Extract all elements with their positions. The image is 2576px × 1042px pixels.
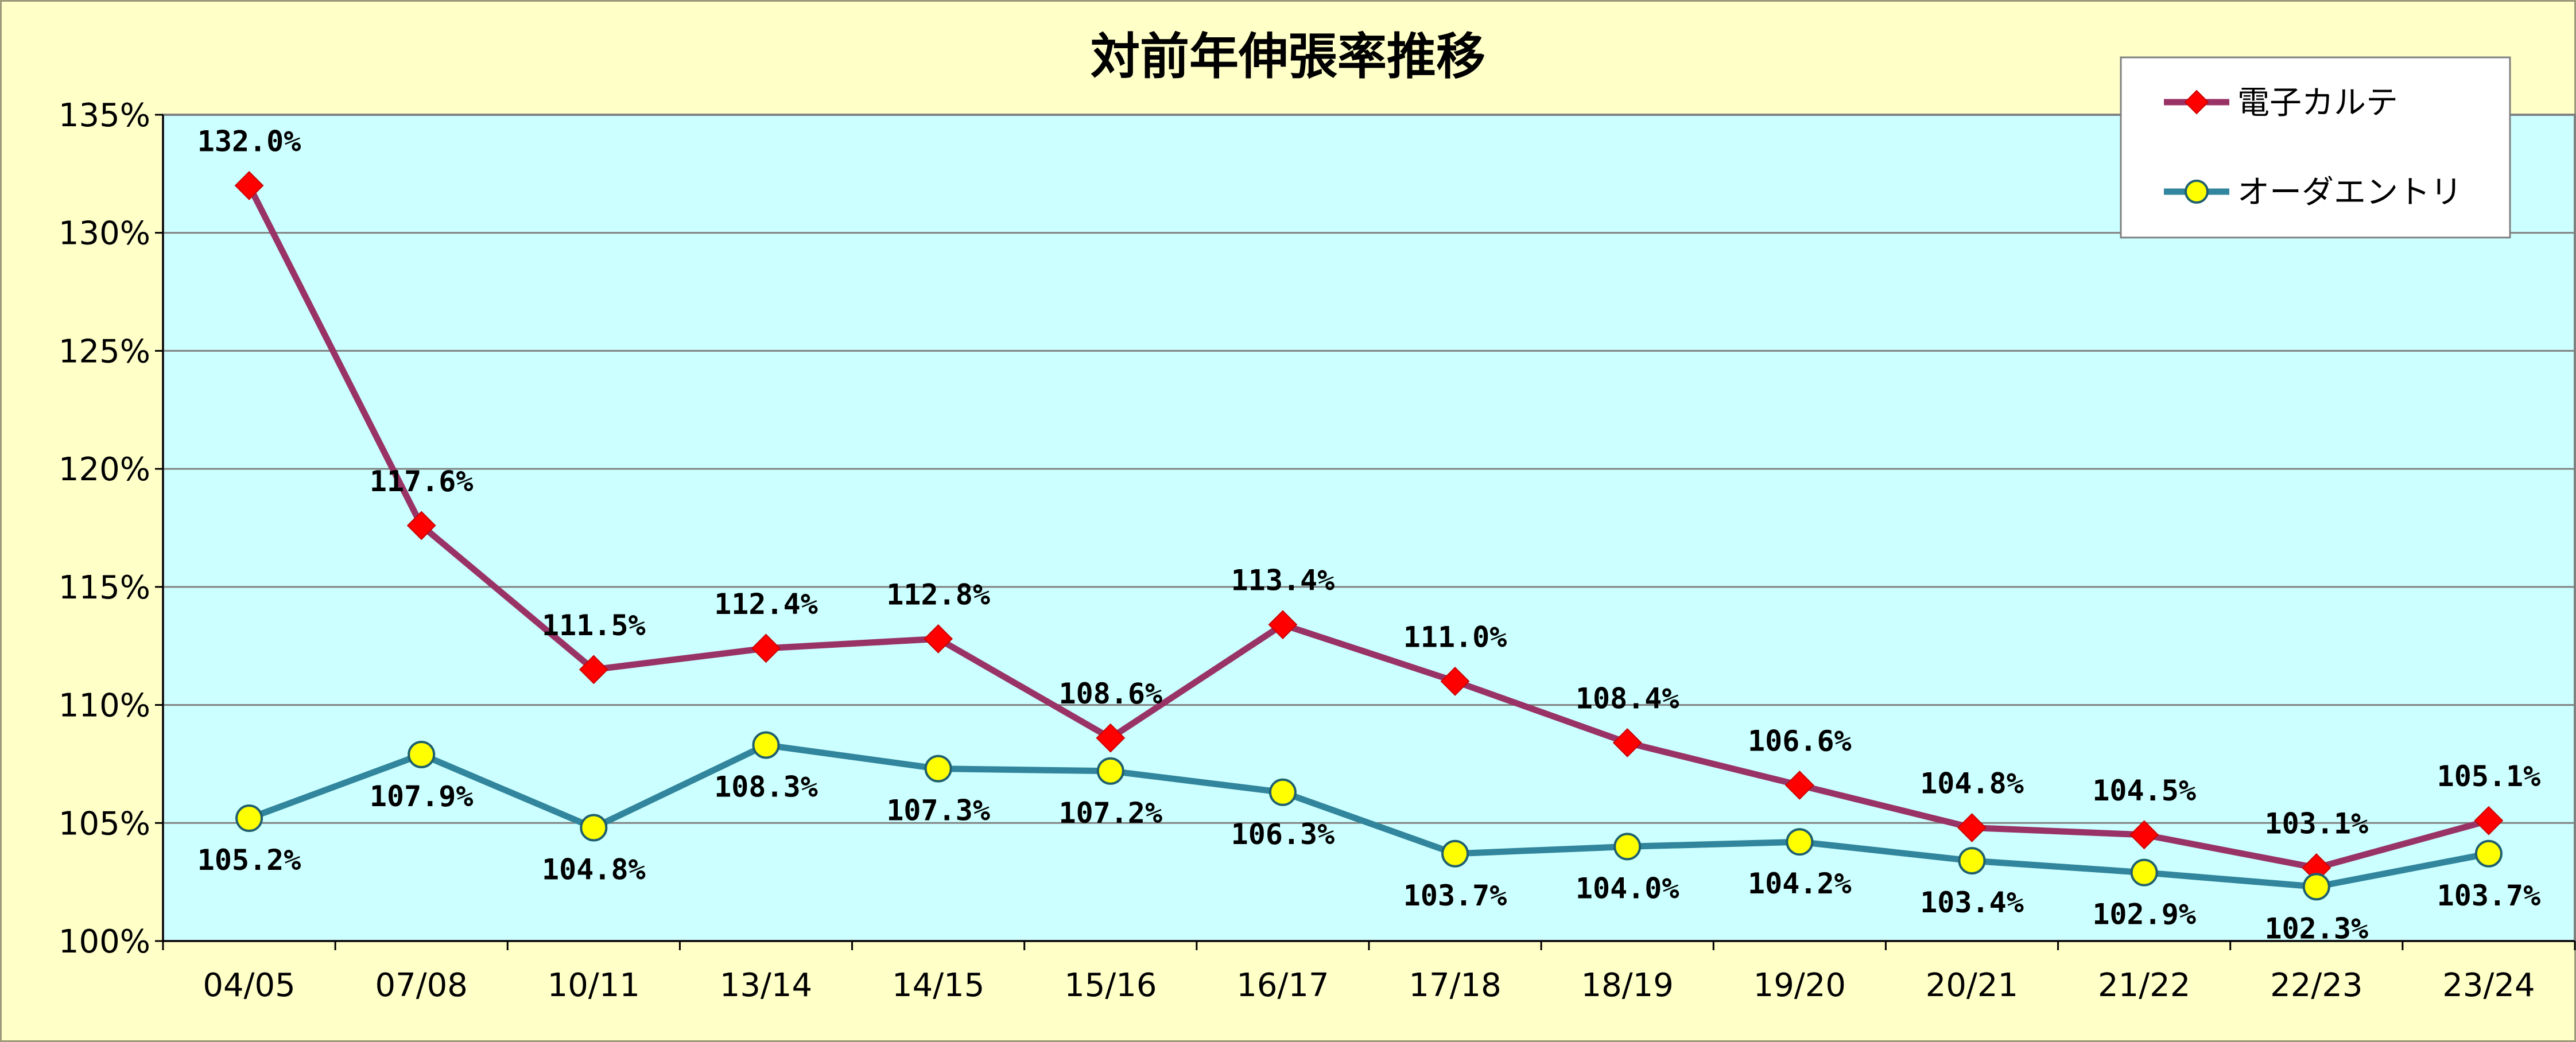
data-label: 105.2% [197, 843, 301, 877]
data-label: 103.4% [1920, 886, 2024, 919]
marker-diamond [1268, 610, 1298, 640]
y-tick-label: 135% [59, 97, 150, 134]
legend-box [2120, 56, 2511, 239]
marker-diamond [1612, 728, 1642, 757]
x-tick-label: 19/20 [1753, 967, 1846, 1004]
data-label: 108.4% [1576, 682, 1679, 715]
x-tick-label: 07/08 [375, 967, 468, 1004]
plot-area [162, 114, 2576, 942]
y-tick-label: 105% [59, 805, 150, 842]
data-label: 111.0% [1403, 620, 1507, 654]
marker-circle [924, 755, 952, 783]
x-tick-label: 20/21 [1926, 967, 2018, 1004]
data-label: 107.3% [886, 794, 990, 827]
data-label: 104.5% [2092, 774, 2196, 807]
x-tick-label: 18/19 [1581, 967, 1674, 1004]
series-line-2 [248, 742, 2489, 890]
marker-diamond [924, 624, 953, 654]
marker-circle [752, 731, 780, 759]
series-line-1 [246, 184, 2490, 871]
marker-diamond [1440, 667, 1470, 696]
marker-circle [2474, 839, 2503, 868]
x-tick-label: 23/24 [2442, 967, 2535, 1004]
x-tick-label: 17/18 [1409, 967, 1501, 1004]
x-tick-label: 22/23 [2270, 967, 2362, 1004]
data-label: 106.3% [1231, 818, 1335, 851]
marker-circle [1441, 839, 1469, 868]
y-tick-label: 115% [59, 569, 150, 606]
legend-marker-diamond [2184, 90, 2209, 115]
data-label: 102.9% [2092, 898, 2196, 931]
data-label: 112.4% [714, 588, 818, 621]
x-tick-label: 21/22 [2098, 967, 2190, 1004]
x-tick-label: 14/15 [892, 967, 984, 1004]
y-tick-label: 130% [59, 215, 150, 252]
data-label: 113.4% [1231, 564, 1335, 597]
data-label: 103.1% [2264, 807, 2368, 840]
data-label: 132.0% [197, 125, 301, 158]
data-label: 102.3% [2264, 912, 2368, 945]
data-label: 104.8% [1920, 767, 2024, 800]
axes: 100% 105% 110% 115% 120% 125% 130% 135% 04/05 07/… [59, 97, 2576, 1004]
y-tick-label: 120% [59, 451, 150, 488]
marker-diamond [1784, 771, 1814, 800]
y-tick-label: 125% [59, 333, 150, 370]
y-tick-label: 110% [59, 687, 150, 725]
data-label: 104.0% [1576, 872, 1679, 905]
marker-circle [1958, 847, 1986, 875]
series-lines [246, 184, 2490, 890]
chart-title: 対前年伸張率推移 [1091, 28, 1485, 85]
marker-diamond [406, 511, 436, 541]
data-label: 105.1% [2437, 760, 2541, 793]
legend-label-1: 電子カルテ [2237, 84, 2398, 122]
x-tick-label: 10/11 [548, 967, 640, 1004]
marker-diamond [1957, 813, 1987, 842]
marker-circle [1613, 833, 1642, 861]
marker-circle [580, 814, 608, 842]
y-tick-label: 100% [59, 923, 150, 961]
x-tick-label: 04/05 [203, 967, 295, 1004]
data-label: 107.2% [1058, 796, 1162, 830]
legend-marker-circle [2185, 180, 2209, 204]
marker-circle [1268, 778, 1297, 806]
marker-diamond [2474, 806, 2504, 835]
marker-circle [1096, 757, 1124, 785]
data-label: 111.5% [542, 609, 646, 642]
data-labels: 132.0% 117.6% 111.5% 112.4% 112.8% 108.6% 113.… [197, 125, 2540, 945]
marker-diamond [1096, 723, 1126, 753]
data-label: 107.9% [370, 780, 474, 813]
data-label: 104.2% [1748, 867, 1852, 900]
marker-circle [1786, 828, 1814, 856]
marker-diamond [234, 171, 264, 200]
marker-circle [2130, 858, 2158, 887]
marker-diamond [751, 633, 781, 663]
x-tick-label: 13/14 [720, 967, 812, 1004]
marker-diamond [579, 655, 608, 685]
data-label: 108.6% [1058, 677, 1162, 710]
data-label: 112.8% [886, 578, 990, 611]
marker-circle [408, 740, 436, 768]
data-label: 117.6% [370, 465, 474, 498]
data-label: 103.7% [2437, 879, 2541, 912]
marker-circle [235, 804, 263, 833]
x-tick-label: 16/17 [1236, 967, 1329, 1004]
data-label: 108.3% [714, 771, 818, 804]
data-label: 106.6% [1748, 724, 1852, 757]
x-tick-label: 15/16 [1064, 967, 1157, 1004]
legend-label-2: オーダエントリ [2237, 174, 2462, 211]
series-markers [234, 171, 2504, 901]
marker-circle [2302, 873, 2330, 901]
marker-diamond [2129, 820, 2159, 850]
data-label: 104.8% [542, 853, 646, 887]
data-label: 103.7% [1403, 879, 1507, 912]
